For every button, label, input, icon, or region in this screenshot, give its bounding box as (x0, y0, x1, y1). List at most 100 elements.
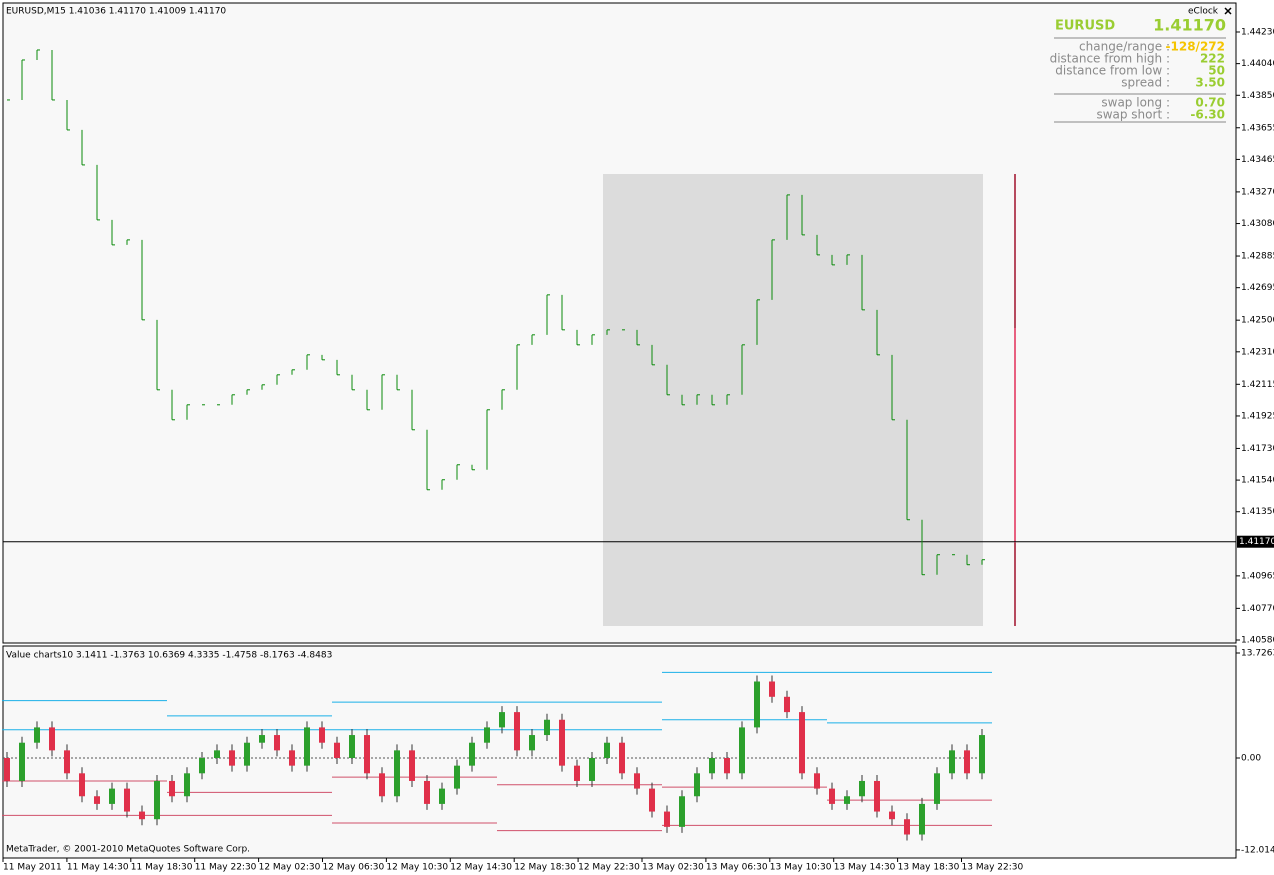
candle-body (424, 780, 430, 804)
y-tick-label: 1.41540 (1241, 476, 1274, 486)
x-tick-label: 12 May 06:30 (323, 863, 385, 873)
candle-body (904, 819, 910, 835)
current-price-label: 1.41170 (1239, 537, 1274, 547)
x-tick-label: 13 May 22:30 (962, 863, 1024, 873)
candle-body (274, 735, 280, 751)
candle-body (514, 712, 520, 751)
y-tick-label: 1.42695 (1241, 283, 1274, 293)
candle-body (169, 780, 175, 797)
candle-body (814, 773, 820, 789)
current-price-box (1237, 535, 1274, 548)
candle-body (949, 750, 955, 774)
candle-body (694, 773, 700, 797)
y-tick-label: 1.42885 (1241, 252, 1274, 262)
y-tick-label: 1.43080 (1241, 219, 1274, 229)
close-button[interactable] (1224, 7, 1232, 15)
eclock-price: 1.41170 (1153, 16, 1226, 35)
candle-body (649, 788, 655, 812)
candle-body (349, 735, 355, 759)
x-tick-label: 12 May 18:30 (514, 863, 576, 873)
candle-body (4, 758, 10, 781)
candle-body (574, 765, 580, 781)
y-tick-label: 0.00 (1241, 754, 1261, 764)
y-tick-label: 1.41925 (1241, 411, 1274, 421)
candle-body (859, 780, 865, 797)
candle-body (874, 780, 880, 812)
y-tick-label: 1.41350 (1241, 507, 1274, 517)
candle-body (379, 773, 385, 797)
candle-body (94, 796, 100, 804)
x-tick-label: 11 May 22:30 (195, 863, 257, 873)
candle-body (799, 712, 805, 774)
copyright: MetaTrader, © 2001-2010 MetaQuotes Softw… (6, 845, 250, 855)
candle-body (154, 780, 160, 820)
eclock-value: -6.30 (1190, 108, 1225, 122)
candle-body (979, 735, 985, 774)
eclock-symbol: EURUSD (1055, 19, 1115, 34)
x-tick-label: 13 May 06:30 (706, 863, 768, 873)
candle-body (844, 796, 850, 804)
candle-body (934, 773, 940, 804)
candle-body (499, 712, 505, 728)
y-tick-label: 1.44230 (1241, 27, 1274, 37)
candle-body (334, 742, 340, 759)
candle-body (304, 727, 310, 766)
y-tick-label: 1.40580 (1241, 636, 1274, 646)
y-tick-label: -12.0145 (1241, 845, 1274, 855)
candle-body (109, 788, 115, 804)
chart-header: EURUSD,M15 1.41036 1.41170 1.41009 1.411… (6, 7, 226, 17)
x-tick-label: 13 May 18:30 (898, 863, 960, 873)
candle-body (964, 750, 970, 774)
candle-body (484, 727, 490, 743)
x-tick-label: 12 May 22:30 (578, 863, 640, 873)
x-tick-label: 13 May 14:30 (834, 863, 896, 873)
eclock-label: distance from low : (1055, 64, 1170, 78)
candle-body (229, 750, 235, 766)
candle-body (544, 719, 550, 736)
y-tick-label: 1.42500 (1241, 316, 1274, 326)
x-tick-label: 13 May 10:30 (770, 863, 832, 873)
candle-body (439, 788, 445, 804)
candle-body (364, 735, 370, 774)
y-tick-label: 1.43655 (1241, 123, 1274, 133)
x-tick-label: 12 May 10:30 (386, 863, 448, 873)
x-tick-label: 12 May 02:30 (259, 863, 321, 873)
candle-body (289, 750, 295, 766)
candle-body (829, 788, 835, 804)
candle-body (754, 681, 760, 728)
y-tick-label: 1.41730 (1241, 444, 1274, 454)
eclock-label: swap short : (1096, 108, 1170, 122)
eclock-label: spread : (1121, 76, 1170, 90)
candle-body (559, 719, 565, 766)
candle-body (199, 758, 205, 774)
candle-body (34, 727, 40, 743)
eclock-value: 3.50 (1195, 76, 1225, 90)
eclock-label: change/range : (1079, 40, 1170, 54)
x-tick-label: 13 May 02:30 (642, 863, 704, 873)
candle-body (634, 773, 640, 789)
candle-body (19, 742, 25, 781)
eclock-value: 222 (1200, 52, 1225, 66)
y-tick-label: 1.43850 (1241, 91, 1274, 101)
candle-body (184, 773, 190, 797)
candle-body (589, 758, 595, 781)
candle-body (64, 750, 70, 774)
y-tick-label: 1.42310 (1241, 347, 1274, 357)
y-tick-label: 1.43270 (1241, 187, 1274, 197)
y-tick-label: 13.7263 (1241, 648, 1274, 658)
candle-body (469, 742, 475, 766)
candle-body (79, 773, 85, 797)
candle-body (244, 742, 250, 766)
candle-body (529, 735, 535, 751)
eclock-value: -128/272 (1166, 40, 1225, 54)
candle-body (664, 811, 670, 827)
y-tick-label: 1.44040 (1241, 59, 1274, 69)
candle-body (139, 811, 145, 820)
candle-body (739, 727, 745, 774)
candle-body (784, 696, 790, 713)
candle-body (319, 727, 325, 743)
eclock-label: swap long : (1101, 96, 1170, 110)
candle-body (604, 742, 610, 759)
candle-body (409, 750, 415, 781)
